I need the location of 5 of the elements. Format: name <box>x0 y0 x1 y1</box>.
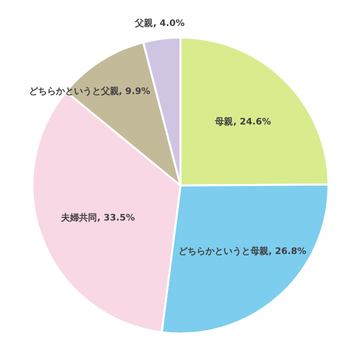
slice-label: 母親, 24.6% <box>214 116 271 128</box>
slice-label: 父親, 4.0% <box>134 18 185 30</box>
slice-label: 夫婦共同, 33.5% <box>60 212 135 224</box>
slice-label: どちらかというと母親, 26.8% <box>178 246 306 257</box>
slice-label: どちらかというと父親, 9.9% <box>28 86 150 97</box>
